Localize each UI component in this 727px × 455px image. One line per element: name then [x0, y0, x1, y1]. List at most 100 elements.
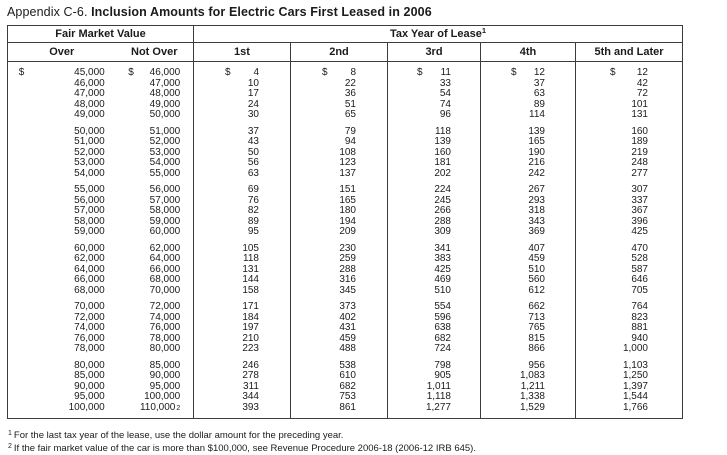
cell-5th-and-later: 881	[575, 322, 683, 334]
cell-not-over: 57,000	[116, 195, 194, 207]
cell-2nd: 94	[290, 136, 388, 148]
cell-value: 288	[434, 215, 451, 227]
cell-value: 288	[339, 263, 356, 275]
cell-4th: 510	[480, 263, 576, 275]
cell-2nd: $8	[290, 61, 388, 79]
cell-over: 55,000	[8, 179, 116, 196]
cell-value: 46,000	[74, 77, 105, 89]
cell-value: 50,000	[74, 125, 105, 137]
cell-over: 50,000	[8, 121, 116, 138]
cell-value: 10	[247, 77, 259, 89]
cell-1st: $4	[193, 61, 291, 79]
cell-1st: 171	[193, 296, 291, 313]
cell-value: 1,211	[520, 380, 545, 392]
cell-value: 425	[631, 226, 648, 237]
cell-value: 118	[243, 253, 259, 264]
cell-value: 70,000	[74, 301, 105, 312]
cell-5th-and-later: 189	[575, 136, 683, 148]
cell-over: 51,000	[8, 136, 116, 148]
dollar-sign: $	[18, 67, 25, 78]
cell-value: 587	[631, 263, 648, 275]
cell-value: 1,529	[519, 401, 545, 413]
cell-value: 407	[528, 242, 545, 254]
cell-value: 823	[631, 311, 648, 323]
cell-value: 510	[528, 263, 545, 275]
cell-value: 80,000	[74, 359, 105, 371]
cell-3rd: 469	[387, 274, 481, 286]
col-header-5th-and-later: 5th and Later	[575, 42, 683, 62]
cell-value: 70,000	[149, 284, 181, 296]
cell-value: 105	[242, 242, 259, 254]
cell-value: 210	[242, 332, 259, 344]
cell-value: 74	[439, 98, 451, 110]
cell-value: 470	[631, 242, 648, 254]
cell-value: 724	[434, 343, 451, 354]
cell-5th-and-later: 1,397	[575, 381, 683, 392]
cell-value: 383	[434, 253, 451, 264]
cell-value: 554	[434, 301, 451, 312]
cell-2nd: 861	[290, 402, 388, 419]
cell-5th-and-later: 1,250	[575, 370, 683, 382]
cell-5th-and-later: 248	[575, 157, 683, 169]
cell-2nd: 431	[290, 322, 388, 334]
cell-3rd: 510	[387, 285, 481, 296]
cell-value: 343	[528, 215, 545, 227]
cell-3rd: 682	[387, 333, 481, 344]
cell-value: 49,000	[74, 109, 105, 120]
cell-value: 131	[242, 263, 259, 275]
cell-value: 881	[631, 322, 648, 333]
cell-4th: 1,211	[480, 380, 576, 392]
cell-value: 151	[339, 184, 356, 195]
col-header-not-over: Not Over	[115, 42, 194, 62]
cell-2nd: 538	[290, 354, 388, 371]
col-header-over: Over	[7, 42, 116, 62]
cell-3rd: 74	[387, 98, 481, 110]
cell-value: 316	[339, 274, 356, 285]
cell-value: 48,000	[149, 88, 181, 99]
cell-4th: 1,529	[480, 401, 576, 419]
cell-3rd: 905	[387, 370, 481, 382]
cell-value: 682	[339, 380, 356, 392]
cell-3rd: 798	[387, 354, 481, 371]
cell-value: 612	[528, 284, 545, 296]
cell-4th: 866	[480, 343, 576, 355]
cell-2nd: 123	[290, 157, 388, 169]
cell-2nd: 51	[290, 99, 388, 110]
cell-value: 1,011	[426, 380, 451, 392]
cell-value: 610	[339, 370, 356, 381]
cell-not-over: 66,000	[116, 264, 194, 276]
cell-4th: 293	[480, 195, 576, 206]
cell-1st: 393	[193, 402, 291, 419]
col-header-4th: 4th	[480, 42, 576, 62]
cell-1st: 105	[193, 237, 291, 254]
cell-value: 341	[434, 242, 451, 254]
table-row: 47,000 48,000 17 36 54 63 72	[8, 88, 683, 100]
cell-not-over: 58,000	[116, 205, 194, 217]
cell-3rd: 54	[387, 88, 481, 100]
cell-over: 64,000	[8, 264, 116, 276]
cell-value: 57,000	[74, 205, 105, 216]
cell-5th-and-later: 42	[575, 78, 683, 89]
cell-value: 52,000	[149, 136, 181, 147]
cell-value: 230	[339, 242, 356, 254]
cell-value: 318	[528, 205, 545, 216]
cell-value: 22	[344, 77, 356, 89]
cell-value: 764	[631, 301, 648, 312]
row-group: 70,000 72,000 171 373 554 662 764 72,000 74,000 1…	[8, 296, 683, 355]
cell-3rd: 181	[387, 157, 481, 169]
cell-5th-and-later: 1,766	[575, 402, 683, 419]
cell-value: 55,000	[149, 167, 181, 179]
cell-not-over: 90,000	[116, 370, 194, 382]
cell-value: 713	[528, 311, 545, 323]
table-row: 49,000 50,000 30 65 96 114 131	[8, 109, 683, 121]
cell-value: 47,000	[149, 77, 181, 89]
cell-4th: 165	[480, 136, 576, 148]
cell-value: 396	[631, 215, 648, 227]
cell-value: 76	[247, 194, 259, 206]
cell-value: 337	[631, 194, 648, 206]
cell-value: 74,000	[74, 322, 105, 333]
cell-value: 12	[636, 67, 648, 78]
title-prefix: Appendix C-6.	[7, 5, 88, 19]
cell-over: 80,000	[8, 355, 116, 372]
cell-not-over: 80,000	[116, 343, 194, 355]
